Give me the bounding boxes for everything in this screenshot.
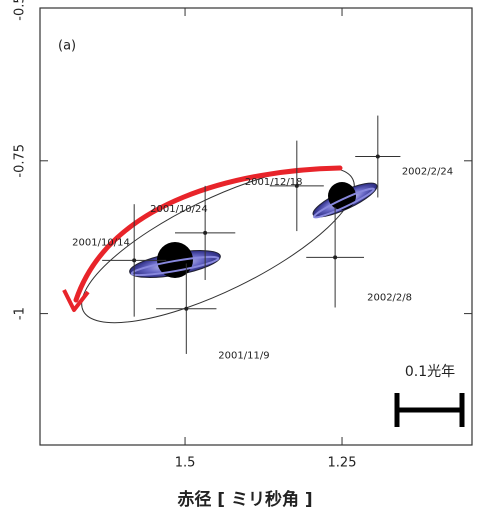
date-label: 2001/10/14 [72, 237, 130, 248]
black-hole [128, 242, 222, 283]
page: {"chart_data": {"type": "scatter", "pane… [0, 0, 490, 525]
date-label: 2002/2/8 [367, 292, 412, 303]
date-label: 2001/11/9 [218, 351, 269, 362]
x-tick-label: 1.5 [175, 456, 196, 471]
panel-label: (a) [58, 39, 76, 54]
data-point [184, 307, 188, 311]
x-tick-label: 1.25 [328, 456, 357, 471]
y-tick-label: -0.75 [13, 144, 28, 178]
scale-bar-label: 0.1光年 [405, 364, 455, 380]
data-point [132, 258, 136, 262]
black-hole [309, 177, 380, 223]
chart: (a) 0.1光年 赤径 [ ミリ秒角 ] 1.5 1.25 -0.5 -0.75 -1… [0, 0, 490, 525]
data-point [376, 155, 380, 159]
date-label: 2001/10/24 [150, 204, 208, 215]
scale-bar [397, 393, 462, 427]
data-point [203, 231, 207, 235]
data-point [333, 255, 337, 259]
date-label: 2001/12/18 [245, 177, 303, 188]
x-axis-label: 赤径 [ ミリ秒角 ] [177, 489, 312, 510]
date-label: 2002/2/24 [402, 167, 453, 178]
y-tick-label: -1 [13, 307, 28, 320]
y-tick-label: -0.5 [13, 0, 28, 21]
